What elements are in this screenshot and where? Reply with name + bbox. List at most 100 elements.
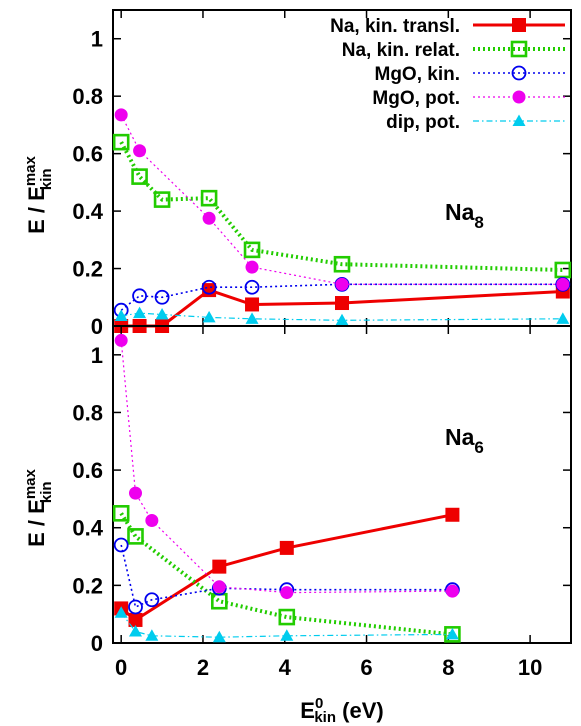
marker-mgo_kin (128, 599, 143, 615)
panel-label-text: Na (445, 424, 475, 450)
marker-dip_pot (155, 308, 169, 320)
marker-na_relat (554, 261, 572, 279)
marker-dip_pot (114, 309, 128, 321)
marker-mgo_kin (132, 288, 147, 304)
marker-dip_pot (114, 606, 128, 618)
legend: Na, kin. transl. Na, kin. relat. MgO, kin.… (330, 16, 565, 133)
y-tick-label: 0 (91, 314, 103, 339)
legend-label-mgo_kin: MgO, kin. (375, 64, 461, 85)
marker-mgo_pot (445, 584, 459, 598)
marker-mgo_kin (113, 537, 129, 553)
y-tick-label: 0.2 (72, 257, 103, 282)
series-line-mgo_pot (120, 114, 563, 285)
series-line-na_relat (119, 512, 453, 637)
legend-label-mgo_pot: MgO, pot. (372, 88, 460, 109)
y-tick-label: 0.6 (72, 142, 103, 167)
marker-na_transl (212, 559, 227, 574)
marker-na_relat (333, 255, 351, 273)
y-tick-label: 0.8 (72, 400, 103, 425)
y-tick-label: 0 (91, 631, 103, 656)
plot-frame (112, 325, 572, 644)
panel-1: 0 0.2 0.4 0.6 0.8 1 Na8 (72, 9, 572, 339)
y-tick-label: 0.6 (72, 458, 103, 483)
marker-mgo_pot (145, 514, 159, 528)
x-tick-label: 8 (442, 655, 454, 680)
marker-na_transl (128, 612, 143, 627)
panel-label-text: Na (445, 199, 475, 225)
marker-mgo_pot (280, 586, 294, 600)
marker-dip_pot (202, 310, 216, 323)
series-line-na_relat (119, 141, 563, 272)
marker-dip_pot (445, 627, 459, 640)
marker-na_relat (131, 168, 148, 185)
x-tick-label: 0 (115, 655, 127, 680)
marker-mgo_kin (201, 279, 217, 295)
series-line-mgo_pot (120, 340, 453, 594)
marker-mgo_pot (212, 580, 226, 594)
marker-dip_pot (245, 312, 259, 324)
legend-marker-dip_pot (512, 114, 526, 126)
y-axis-title-top: E / Emaxkin (22, 155, 55, 233)
y-tick-label: 0.4 (72, 516, 103, 541)
legend-marker-mgo_kin (511, 65, 527, 81)
legend-label-na_relat: Na, kin. relat. (342, 40, 460, 61)
marker-mgo_pot (556, 277, 570, 291)
marker-na_transl (245, 297, 260, 312)
series-line-na_transl (120, 513, 453, 622)
marker-mgo_pot (245, 260, 259, 274)
marker-mgo_pot (335, 277, 349, 291)
marker-mgo_pot (114, 333, 128, 347)
marker-mgo_kin (244, 279, 260, 295)
x-tick-label: 10 (518, 655, 542, 680)
marker-na_relat (243, 241, 261, 259)
marker-mgo_pot (133, 144, 147, 158)
x-axis-title: E0 kin (eV) (300, 695, 383, 726)
legend-label-na_transl: Na, kin. transl. (330, 16, 460, 37)
x-tick-label: 4 (279, 655, 292, 680)
marker-na_relat (112, 133, 130, 151)
legend-marker-na_relat (510, 40, 528, 58)
marker-mgo_kin (154, 289, 170, 305)
y-tick-label: 0.8 (72, 84, 103, 109)
y-tick-label: 1 (91, 343, 103, 368)
marker-mgo_kin (144, 592, 160, 608)
x-tick-label: 6 (360, 655, 372, 680)
panel-label-sub: 8 (474, 213, 483, 232)
marker-na_transl (335, 296, 349, 311)
marker-mgo_pot (114, 108, 128, 122)
panel-label: Na6 (445, 424, 484, 457)
legend-marker-mgo_pot (512, 90, 526, 104)
marker-na_relat (200, 189, 218, 207)
series-group (112, 108, 572, 333)
series-line-dip_pot (120, 612, 453, 638)
marker-dip_pot (280, 629, 294, 641)
marker-dip_pot (133, 306, 147, 319)
marker-na_transl (279, 540, 294, 555)
panel-label-sub: 6 (474, 438, 483, 457)
marker-na_relat (153, 191, 171, 208)
marker-dip_pot (128, 624, 142, 637)
marker-na_relat (112, 505, 130, 522)
marker-dip_pot (556, 312, 570, 324)
marker-mgo_pot (128, 486, 142, 500)
panel-label: Na8 (445, 199, 484, 232)
y-tick-label: 0.4 (72, 199, 103, 224)
marker-na_relat (278, 608, 296, 626)
y-tick-label: 0.2 (72, 573, 103, 598)
marker-dip_pot (335, 313, 349, 326)
marker-mgo_pot (202, 211, 216, 225)
legend-marker-na_transl (512, 18, 526, 32)
marker-dip_pot (212, 630, 226, 643)
x-tick-label: 2 (197, 655, 209, 680)
marker-na_relat (127, 528, 144, 545)
series-group (112, 333, 461, 643)
y-tick-label: 1 (91, 27, 103, 52)
marker-na_transl (445, 507, 460, 522)
y-axis-title-bottom: E / Emaxkin (22, 468, 55, 546)
legend-label-dip_pot: dip, pot. (386, 112, 460, 133)
series-line-mgo_kin (120, 544, 453, 609)
marker-dip_pot (145, 629, 159, 641)
